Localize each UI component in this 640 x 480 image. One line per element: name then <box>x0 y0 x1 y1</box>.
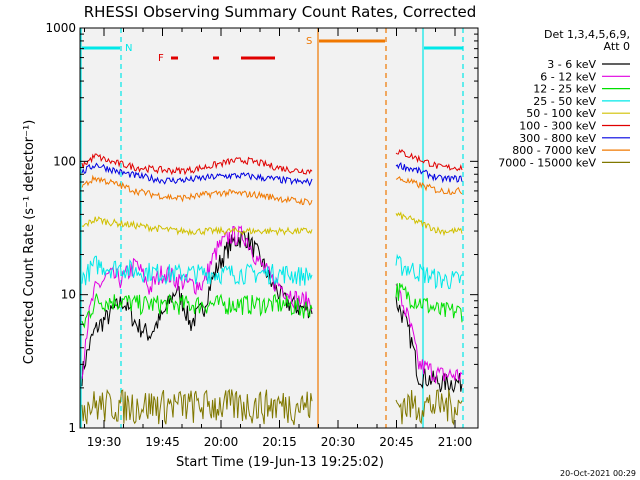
flare-flag-label: F <box>158 53 164 64</box>
legend-label: 800 - 7000 keV <box>512 144 596 157</box>
x-tick-label: 19:45 <box>145 435 180 449</box>
series-line <box>81 293 313 329</box>
series-line <box>395 211 463 237</box>
x-axis-label: Start Time (19-Jun-13 19:25:02) <box>176 455 384 470</box>
chart-title: RHESSI Observing Summary Count Rates, Co… <box>84 3 477 21</box>
legend-label: 7000 - 15000 keV <box>498 156 596 169</box>
y-tick-label: 1000 <box>45 21 76 35</box>
series-line <box>395 389 463 426</box>
saa-flag-label: S <box>306 36 312 47</box>
x-tick-label: 20:00 <box>204 435 239 449</box>
series-line <box>395 283 463 384</box>
plot-area: N S F <box>80 28 478 428</box>
y-tick-label: 100 <box>53 154 76 168</box>
series-line <box>81 174 313 206</box>
series-line <box>395 148 463 172</box>
legend-label: 100 - 300 keV <box>519 120 596 133</box>
legend-label: 6 - 12 keV <box>540 70 596 83</box>
legend-label: 25 - 50 keV <box>533 95 596 108</box>
legend-header-line1: Det 1,3,4,5,6,9, <box>544 28 630 41</box>
legend-label: 50 - 100 keV <box>526 107 596 120</box>
x-axis-ticks: 19:30 19:45 20:00 20:15 20:30 20:45 21:00 <box>84 28 473 449</box>
series-line <box>395 296 463 393</box>
legend-label: 3 - 6 keV <box>547 58 596 71</box>
x-tick-label: 21:00 <box>438 435 473 449</box>
x-tick-label: 20:30 <box>321 435 356 449</box>
y-axis-ticks: 1 10 100 1000 <box>45 21 478 435</box>
y-tick-label: 1 <box>68 421 76 435</box>
legend-label: 300 - 800 keV <box>519 132 596 145</box>
plot-fill <box>80 28 478 428</box>
series-line <box>81 230 313 387</box>
legend-label: 12 - 25 keV <box>533 83 596 96</box>
series-line <box>395 282 463 323</box>
series-line <box>81 255 313 286</box>
series-line <box>81 225 313 379</box>
series-line <box>81 388 313 426</box>
x-tick-label: 20:45 <box>379 435 414 449</box>
legend-header-line2: Att 0 <box>604 40 630 53</box>
series-line <box>81 153 313 176</box>
series-line <box>81 162 313 187</box>
y-axis-label: Corrected Count Rate (s⁻¹ detector⁻¹) <box>22 120 37 365</box>
x-tick-label: 20:15 <box>262 435 297 449</box>
series-line <box>81 216 313 237</box>
y-tick-label: 10 <box>61 288 76 302</box>
series-line <box>395 162 463 184</box>
night-flag-label: N <box>125 43 132 54</box>
footer-timestamp: 20-Oct-2021 00:29 <box>560 469 636 478</box>
x-tick-label: 19:30 <box>87 435 122 449</box>
series-line <box>395 253 463 290</box>
series-line <box>395 176 463 195</box>
